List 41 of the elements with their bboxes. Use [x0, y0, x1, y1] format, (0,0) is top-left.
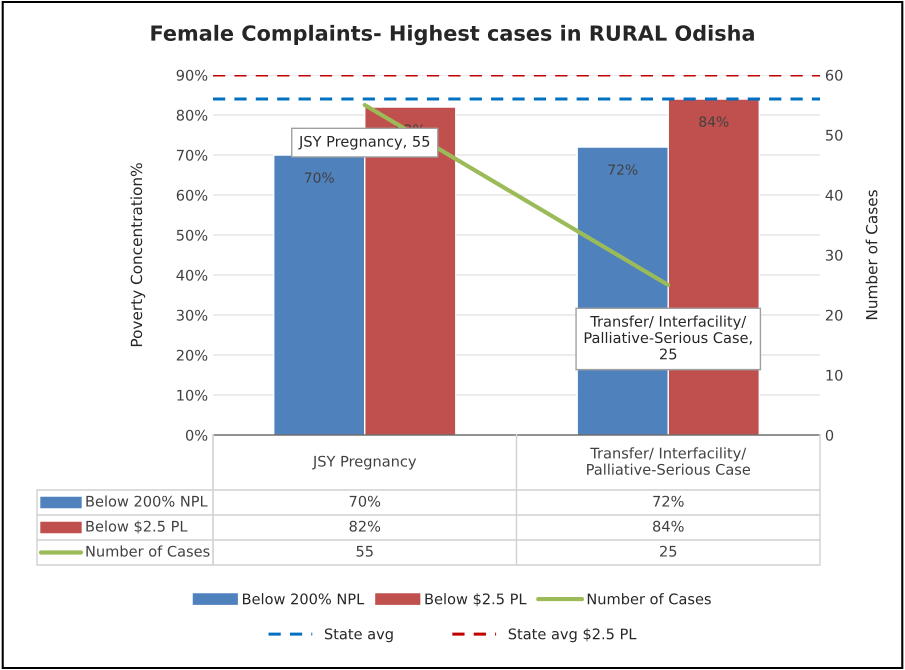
text: Below 200% NPL [243, 593, 364, 604]
y-tick-label: 40% [176, 270, 208, 281]
y-tick-label: 20% [176, 350, 208, 361]
legend-label: State avg [324, 628, 393, 642]
y2-tick-label: 20 [826, 310, 842, 321]
legend-label: Number of Cases [86, 545, 210, 557]
y-tick-label: 70% [176, 150, 208, 161]
y2-tick-label: 40 [826, 190, 842, 201]
legend-label: State avg $2.5 PL [508, 628, 636, 642]
text: 84% [699, 116, 728, 127]
y-tick-label: 50% [176, 230, 208, 241]
data-label: 70% [350, 496, 380, 507]
legend-label: Below 200% NPL [86, 495, 208, 507]
y-tick-label: 10% [177, 390, 208, 401]
y2-tick-label: 50 [826, 130, 842, 141]
x-tick-label: Transfer/ Interfacility/ Palliative-Serious Case [587, 447, 750, 475]
data-label: 84% [653, 520, 684, 532]
y-axis-title: Poverty Concentration% [130, 163, 146, 346]
y2-tick-label: 30 [826, 250, 842, 261]
y2-axis-title: Number of Cases [866, 190, 878, 320]
text: Below $2.5 PL [86, 520, 188, 534]
y-tick-label: 90% [176, 70, 208, 81]
y-tick-label: 80% [176, 110, 208, 121]
annotation: Transfer/ Interfacility/ Palliative-Serious Case, 25 [584, 316, 752, 360]
x-tick-label: JSY Pregnancy [312, 456, 416, 470]
chart-title: Female Complaints- Highest cases in RURAL Odisha [151, 24, 754, 46]
text: 70% [304, 172, 334, 183]
data-label: 82% [350, 520, 380, 532]
y-tick-label: 30% [176, 310, 208, 321]
y-tick-label: 0% [186, 430, 208, 441]
data-label: 72% [653, 496, 684, 507]
data-label: 25 [660, 546, 676, 557]
y-tick-label: 60% [176, 190, 208, 201]
y2-tick-label: 10 [826, 370, 842, 381]
text: Number of Cases [588, 593, 711, 604]
data-label: 55 [356, 546, 373, 557]
annotation: JSY Pregnancy, 55 [298, 136, 430, 150]
y2-tick-label: 0 [826, 430, 834, 441]
y2-tick-label: 60 [826, 70, 842, 81]
text: 72% [608, 164, 638, 175]
legend-label: Below $2.5 PL [425, 593, 526, 606]
